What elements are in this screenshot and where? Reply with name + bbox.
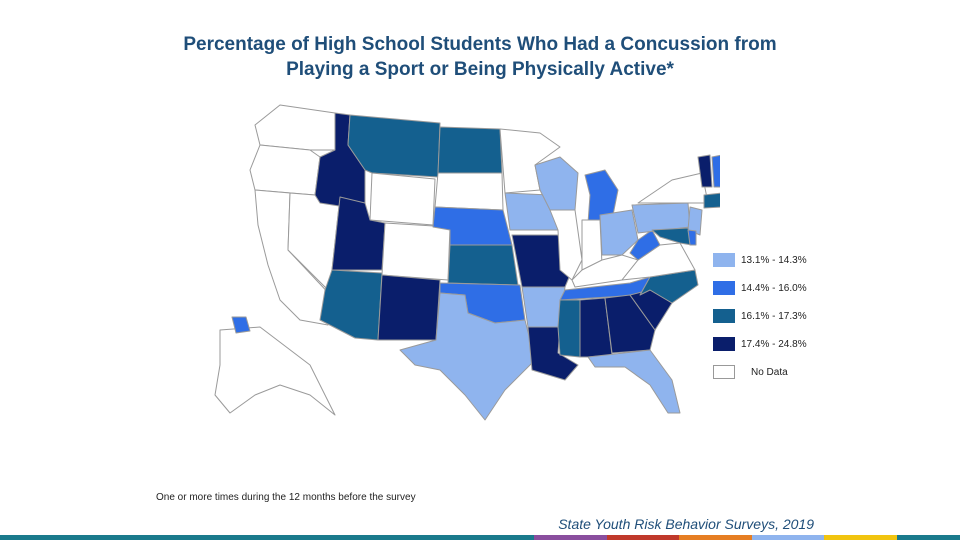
legend-swatch <box>713 281 735 295</box>
footnote: One or more times during the 12 months b… <box>156 492 416 503</box>
bottom-bar-segment <box>0 535 535 540</box>
state-DE[interactable] <box>687 229 697 246</box>
state-SD[interactable] <box>434 172 504 211</box>
legend-swatch <box>713 337 735 351</box>
legend-item-2: 14.4% - 16.0% <box>713 281 807 295</box>
map-legend: 13.1% - 14.3% 14.4% - 16.0% 16.1% - 17.3… <box>713 253 807 393</box>
state-FL[interactable] <box>587 349 681 414</box>
state-MD[interactable] <box>651 227 693 246</box>
state-AK[interactable] <box>214 326 336 416</box>
state-WY[interactable] <box>369 172 436 226</box>
state-MO[interactable] <box>511 234 571 288</box>
legend-item-nodata: No Data <box>713 365 807 379</box>
map-title: Percentage of High School Students Who H… <box>130 32 830 82</box>
bottom-bar-segment <box>751 535 825 540</box>
legend-item-1: 13.1% - 14.3% <box>713 253 807 267</box>
legend-item-4: 17.4% - 24.8% <box>713 337 807 351</box>
state-NY[interactable] <box>637 172 709 204</box>
legend-swatch <box>713 253 735 267</box>
bottom-color-bar <box>0 535 960 540</box>
bottom-bar-segment <box>896 535 960 540</box>
state-OR[interactable] <box>249 144 321 196</box>
state-WA[interactable] <box>254 104 336 151</box>
state-CO[interactable] <box>381 222 451 281</box>
bottom-bar-segment <box>534 535 607 540</box>
bottom-bar-segment <box>824 535 897 540</box>
state-KS[interactable] <box>447 244 519 286</box>
state-OH[interactable] <box>599 209 639 256</box>
legend-label: 13.1% - 14.3% <box>741 254 807 266</box>
title-line-1: Percentage of High School Students Who H… <box>183 34 777 55</box>
us-state-map <box>214 104 720 421</box>
state-VT[interactable] <box>697 154 713 188</box>
legend-swatch <box>713 365 735 379</box>
state-ND[interactable] <box>437 126 503 174</box>
state-KY[interactable] <box>571 254 639 288</box>
state-NJ[interactable] <box>687 206 703 236</box>
legend-item-3: 16.1% - 17.3% <box>713 309 807 323</box>
state-GA[interactable] <box>604 294 656 354</box>
legend-label: No Data <box>751 366 788 378</box>
bottom-bar-segment <box>606 535 680 540</box>
title-line-2: Playing a Sport or Being Physically Acti… <box>286 59 674 80</box>
state-NH[interactable] <box>711 154 720 188</box>
state-TX[interactable] <box>399 292 536 421</box>
state-HI[interactable] <box>231 316 251 334</box>
bottom-bar-segment <box>679 535 752 540</box>
legend-swatch <box>713 309 735 323</box>
legend-label: 14.4% - 16.0% <box>741 282 807 294</box>
state-CT[interactable] <box>703 192 720 209</box>
legend-label: 16.1% - 17.3% <box>741 310 807 322</box>
state-MS[interactable] <box>557 299 581 358</box>
state-AZ[interactable] <box>319 269 383 341</box>
legend-label: 17.4% - 24.8% <box>741 338 807 350</box>
state-NM[interactable] <box>377 274 441 341</box>
source-citation: State Youth Risk Behavior Surveys, 2019 <box>558 516 814 532</box>
